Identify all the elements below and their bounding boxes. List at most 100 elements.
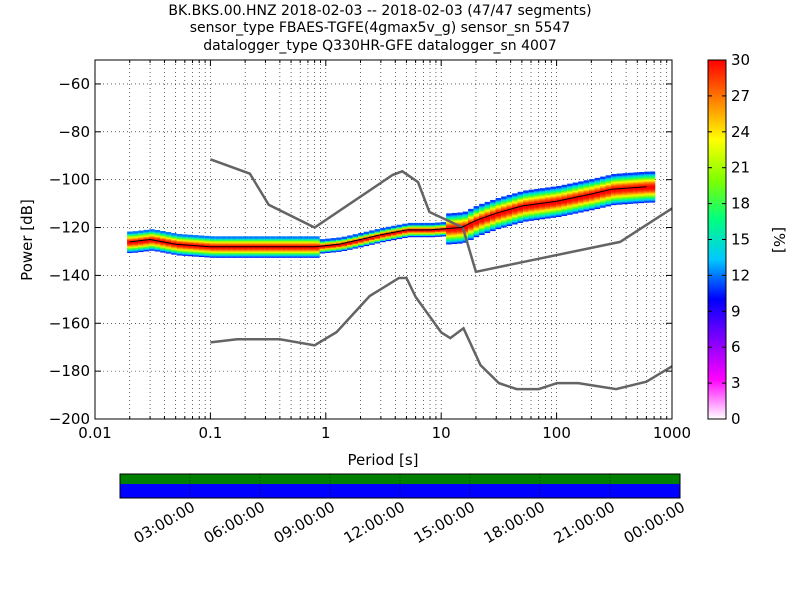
heatmap-cell xyxy=(545,187,551,190)
heatmap-cell xyxy=(264,236,271,239)
colorbar-tick-label: 27 xyxy=(731,87,750,105)
heatmap-cell xyxy=(347,235,353,238)
heatmap-cell xyxy=(490,199,496,203)
heatmap-cell xyxy=(556,185,562,189)
y-tick-label: −100 xyxy=(49,171,90,189)
heatmap-cell xyxy=(231,236,238,239)
heatmap-cell xyxy=(528,189,535,193)
heatmap-cell xyxy=(319,239,326,242)
heatmap-cell xyxy=(330,238,337,241)
heatmap-cell xyxy=(501,196,507,199)
nlnm-curve xyxy=(210,276,673,391)
heatmap-cell xyxy=(237,236,243,239)
heatmap-cell xyxy=(407,222,414,226)
heatmap-cell xyxy=(484,201,491,205)
x-tick-label: 1 xyxy=(321,424,331,442)
heatmap-cell xyxy=(380,227,386,231)
heatmap-cell xyxy=(336,237,342,240)
y-tick-label: −140 xyxy=(49,266,90,284)
heatmap-cell xyxy=(198,235,205,238)
heatmap-cell xyxy=(578,181,584,184)
title-line-1: BK.BKS.00.HNZ 2018-02-03 -- 2018-02-03 (… xyxy=(168,3,592,19)
heatmap-cell xyxy=(512,193,518,196)
heatmap-cell xyxy=(193,235,199,238)
x-tick-label: 1000 xyxy=(653,424,691,442)
y-tick-label: −120 xyxy=(49,219,90,237)
heatmap-cell xyxy=(451,212,458,216)
heatmap-cell xyxy=(149,229,155,232)
y-tick-label: −180 xyxy=(49,362,90,380)
colorbar-tick-label: 21 xyxy=(731,159,750,177)
heatmap-cell xyxy=(165,232,172,235)
colorbar-tick-label: 3 xyxy=(731,374,741,392)
y-axis-label: Power [dB] xyxy=(18,199,36,281)
heatmap-cell xyxy=(259,236,265,239)
heatmap-cell xyxy=(176,233,183,237)
heatmap-cell xyxy=(314,236,320,239)
heatmap-cell xyxy=(182,234,188,237)
heatmap-cell xyxy=(561,184,568,188)
colorbar-tick-label: 30 xyxy=(731,51,750,69)
heatmap-cell xyxy=(462,211,469,214)
heatmap-cell xyxy=(308,236,315,239)
colorbar-ticks: 0 3 6 9 12 15 18 21 24 27 30 xyxy=(708,51,750,428)
colorbar-label: [%] xyxy=(770,227,788,253)
heatmap-cell xyxy=(396,224,403,228)
heatmap-cell xyxy=(468,208,474,212)
heatmap-cell xyxy=(567,183,573,187)
heatmap-cell xyxy=(402,223,408,227)
heatmap-cell xyxy=(413,222,419,226)
timeline-gap-band xyxy=(120,484,680,498)
heatmap-cell xyxy=(457,212,463,215)
heatmap-cell xyxy=(363,231,370,235)
title-line-2: sensor_type FBAES-TGFE(4gmax5v_g) sensor… xyxy=(189,20,571,36)
heatmap-cell xyxy=(341,236,348,240)
heatmap-cell xyxy=(127,231,133,234)
heatmap-cell xyxy=(622,173,628,176)
colorbar-tick-label: 24 xyxy=(731,123,750,141)
nhnm-curve xyxy=(209,158,673,274)
x-axis-label: Period [s] xyxy=(347,451,418,469)
heatmap-cell xyxy=(325,238,331,242)
grid-lines xyxy=(95,60,672,419)
timeline-tick-label: 06:00:00 xyxy=(201,498,268,547)
timeline-tick-label: 09:00:00 xyxy=(271,498,338,547)
heatmap-cell xyxy=(248,236,254,239)
heatmap-cell xyxy=(429,222,436,226)
colorbar-tick-label: 6 xyxy=(731,338,741,356)
timeline-tick-label: 15:00:00 xyxy=(411,498,478,547)
heatmap-cell xyxy=(286,236,293,239)
heatmap-cell xyxy=(649,171,656,174)
heatmap-cell xyxy=(292,236,298,239)
heatmap-cell xyxy=(616,173,623,176)
heatmap-cell xyxy=(297,236,304,239)
heatmap-cell xyxy=(534,188,540,192)
heatmap-cell xyxy=(600,176,606,179)
heatmap-cell xyxy=(132,231,139,234)
timeline-tick-label: 03:00:00 xyxy=(131,498,198,547)
heatmap-cell xyxy=(644,171,650,175)
heatmap-cell xyxy=(281,236,287,239)
y-tick-label: −160 xyxy=(49,314,90,332)
colorbar-tick-label: 9 xyxy=(731,302,741,320)
heatmap-cell xyxy=(209,236,216,239)
timeline-tick-label: 00:00:00 xyxy=(621,498,688,547)
data-coverage-timeline: 03:00:00 06:00:00 09:00:00 12:00:00 15:00:00… xyxy=(119,473,688,547)
heatmap-cell xyxy=(303,236,309,239)
y-tick-label: −80 xyxy=(58,123,90,141)
heatmap-cell xyxy=(506,194,513,198)
heatmap-cell xyxy=(160,230,166,234)
x-tick-label: 0.01 xyxy=(78,424,111,442)
heatmap-cell xyxy=(352,234,359,237)
heatmap-cell xyxy=(391,225,397,229)
heatmap-cell xyxy=(374,229,381,232)
heatmap-cell xyxy=(253,236,260,239)
plot-frame xyxy=(94,59,673,420)
mode-curve xyxy=(129,186,647,248)
heatmap-cell xyxy=(226,236,232,239)
timeline-data-band xyxy=(120,474,680,484)
heatmap-cell xyxy=(638,172,645,175)
heatmap-cell xyxy=(605,175,612,178)
heatmap-cell xyxy=(583,180,590,183)
colorbar-tick-label: 18 xyxy=(731,195,750,213)
